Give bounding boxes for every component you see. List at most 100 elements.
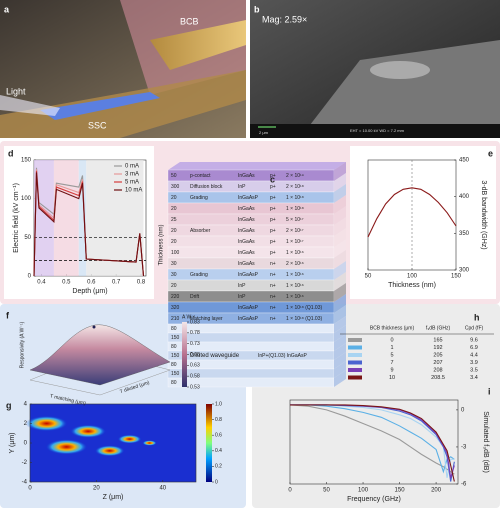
layer-thickness: 20 xyxy=(171,206,177,212)
region-shade xyxy=(86,160,144,276)
layer-thickness: 30 xyxy=(171,272,177,278)
layer-material: InGaAs xyxy=(238,228,255,234)
panel-label: a xyxy=(4,4,10,14)
layer-doping: p+ xyxy=(270,228,276,234)
series-line xyxy=(290,404,455,482)
layer-name: Grading xyxy=(190,195,208,201)
layer-concentration: 5 × 10¹⁷ xyxy=(286,217,304,223)
colorbar-label: 1.0 xyxy=(215,401,222,407)
panel-label: f xyxy=(6,310,10,320)
layer-thickness: 30 xyxy=(171,261,177,267)
panel-label: c xyxy=(270,174,275,184)
y-tick-label: 4 xyxy=(24,402,28,408)
colorbar-label: 0.4 xyxy=(215,448,222,454)
colorbar-label: 0.8 xyxy=(215,417,222,423)
table-cell: 205 xyxy=(433,352,442,358)
x-tick-label: 50 xyxy=(323,488,330,494)
y-tick-label: 450 xyxy=(459,158,470,164)
layer-material: InP xyxy=(238,283,246,289)
region-shade xyxy=(53,160,79,276)
heatmap-blob xyxy=(142,440,157,446)
layer-concentration: 2 × 10¹⁸ xyxy=(286,184,304,190)
y-tick-label: -6 xyxy=(461,482,467,488)
magnification: Mag: 2.59× xyxy=(262,14,307,24)
x-axis-label: Frequency (GHz) xyxy=(347,496,401,503)
legend-label: 5 mA xyxy=(125,180,139,186)
layer-doping: n+ xyxy=(270,316,276,322)
layer-thickness: 210 xyxy=(171,316,180,322)
y-tick-label: -2 xyxy=(22,460,28,466)
layer-concentration: 1 × 10¹⁸ (Q1.03) xyxy=(286,305,322,311)
sem-mesa xyxy=(370,61,430,79)
panel-label: d xyxy=(8,148,14,158)
layer-material: InGaAs xyxy=(238,217,255,223)
layer-side xyxy=(334,162,346,181)
layer-thickness: 20 xyxy=(171,283,177,289)
layer-doping: n+ xyxy=(270,294,276,300)
table-cell: 1 xyxy=(390,345,393,351)
layer-thickness: 20 xyxy=(171,195,177,201)
layer xyxy=(167,279,335,292)
y-tick-label: -3 xyxy=(461,445,467,451)
legend-label: 0 mA xyxy=(125,164,139,170)
x-tick-label: 100 xyxy=(407,274,418,280)
layer-doping: n+ xyxy=(270,272,276,278)
layer-material: InGaAs xyxy=(238,261,255,267)
panel-label: e xyxy=(488,148,493,158)
layer-thickness: 20 xyxy=(171,228,177,234)
legend-label: 10 mA xyxy=(125,188,142,194)
layer-doping: p+ xyxy=(270,173,276,179)
layer-concentration: 2 × 10¹⁷ xyxy=(286,228,304,234)
layer-material: InP xyxy=(238,184,246,190)
waveguide-name: Diluted waveguide xyxy=(190,353,240,359)
layer-name: Absorber xyxy=(190,228,211,234)
layer-thickness: 150 xyxy=(171,353,180,359)
layer-concentration: 1 × 10¹⁶ xyxy=(286,283,304,289)
layer-doping: p+ xyxy=(270,195,276,201)
table-cell: 4.4 xyxy=(470,352,478,358)
y-tick-label: 50 xyxy=(24,235,31,241)
x-tick-label: 0.6 xyxy=(87,280,96,286)
layer-concentration: 1 × 10¹⁶ xyxy=(286,272,304,278)
y-tick-label: -4 xyxy=(22,480,28,486)
colorbar-label: 0.63 xyxy=(190,363,200,369)
region-shade xyxy=(34,160,54,276)
colorbar-label: 0.53 xyxy=(190,384,200,390)
legend-swatch xyxy=(348,375,362,380)
x-tick-label: 150 xyxy=(451,274,462,280)
colorbar-label: 0.2 xyxy=(215,464,222,470)
x-tick-label: 0.4 xyxy=(37,280,46,286)
layer-name: Diffusion block xyxy=(190,184,223,190)
table-cell: 3.5 xyxy=(470,367,478,373)
layer-thickness: 80 xyxy=(171,344,177,350)
layer-thickness: 150 xyxy=(171,371,180,377)
layer-stack: 50 p-contact InGaAs p+ 2 × 10¹⁹ 300 Diffusion … xyxy=(159,162,346,388)
layer-thickness: 100 xyxy=(171,250,180,256)
x-tick-label: 200 xyxy=(431,488,442,494)
layer-material: InGaAsP xyxy=(238,316,259,322)
colorbar xyxy=(206,404,212,482)
legend-swatch xyxy=(348,360,362,365)
layer-side xyxy=(334,217,346,236)
y-tick-label: 100 xyxy=(21,196,32,202)
y-tick-label: 0 xyxy=(24,441,28,447)
y-axis-label: Electric field (kV cm⁻¹) xyxy=(13,183,20,253)
colorbar-label: 0 xyxy=(215,479,218,485)
table-header: f₃dB (GHz) xyxy=(426,325,451,331)
layer-name: Matching layer xyxy=(190,316,223,322)
layer-concentration: 1 × 10¹⁸ xyxy=(286,206,304,212)
waveguide-material: InP+(Q1.03) InGaAsP xyxy=(258,353,307,359)
table-cell: 3.4 xyxy=(470,375,478,381)
layer-thickness: 220 xyxy=(171,294,180,300)
layer-doping: p+ xyxy=(270,239,276,245)
y-axis-label: Y (μm) xyxy=(9,432,16,453)
colorbar-label: 0.78 xyxy=(190,330,200,336)
layer-material: InGaAsP xyxy=(238,195,259,201)
table-cell: 5 xyxy=(390,352,393,358)
layer-side xyxy=(334,261,346,280)
layer-doping: p+ xyxy=(270,217,276,223)
sem-device xyxy=(300,40,500,138)
y-tick-label: 0 xyxy=(28,274,32,280)
panel-label: h xyxy=(474,312,480,322)
colorbar-label: 0.6 xyxy=(215,433,222,439)
